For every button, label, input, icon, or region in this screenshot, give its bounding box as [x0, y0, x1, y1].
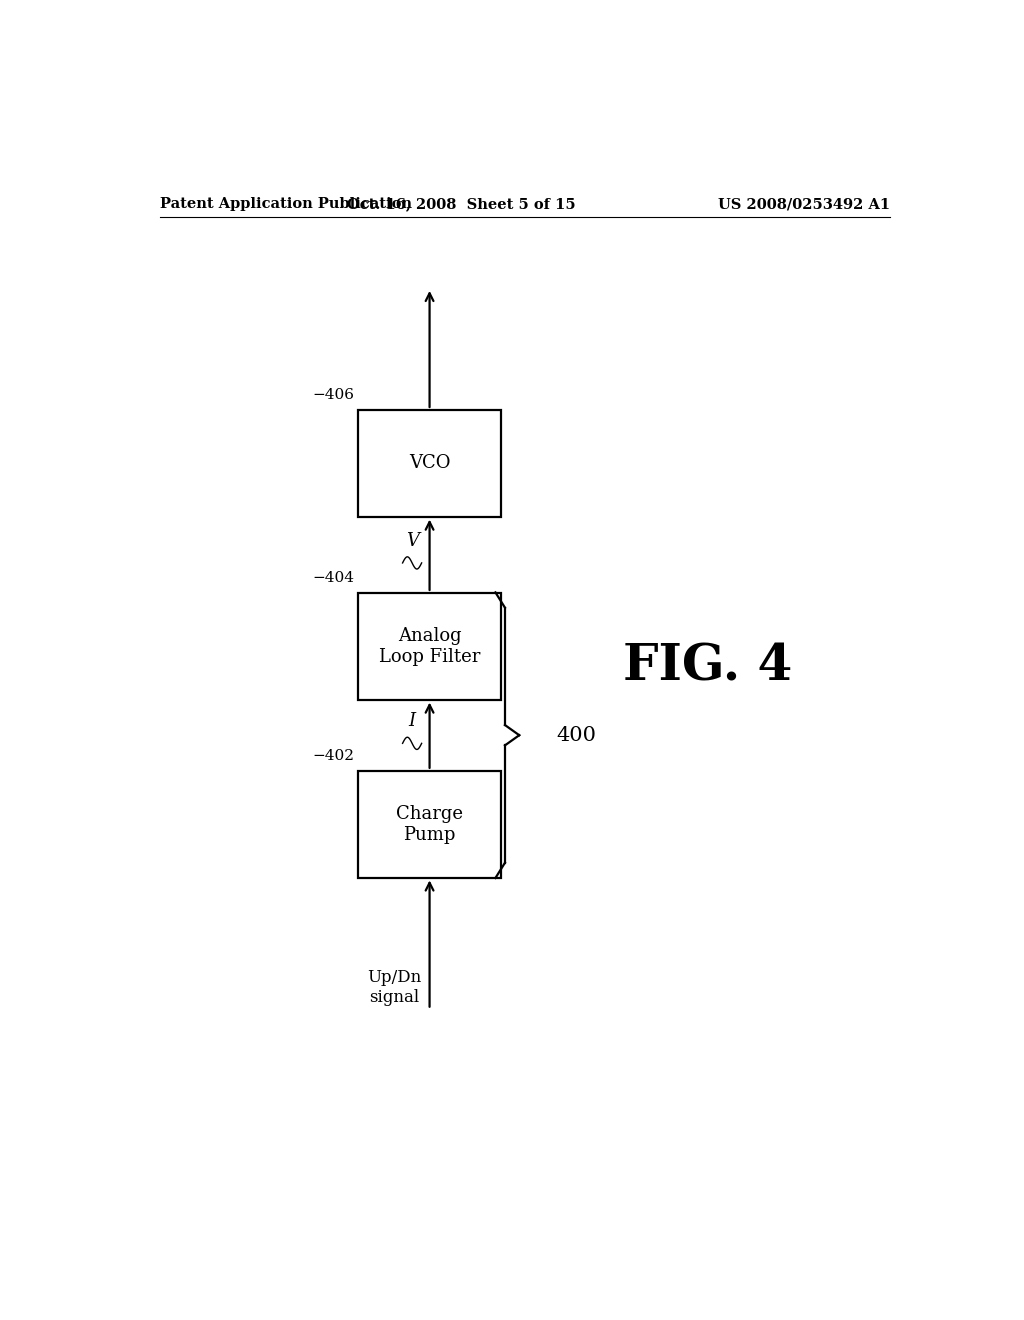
Text: I: I — [409, 711, 416, 730]
Text: Up/Dn
signal: Up/Dn signal — [367, 969, 421, 1006]
Text: FIG. 4: FIG. 4 — [623, 642, 792, 692]
Text: Patent Application Publication: Patent Application Publication — [160, 197, 412, 211]
Bar — [358, 411, 501, 516]
Text: −402: −402 — [312, 748, 354, 763]
Text: −406: −406 — [312, 388, 354, 401]
Text: Analog
Loop Filter: Analog Loop Filter — [379, 627, 480, 665]
Text: −404: −404 — [312, 570, 354, 585]
Text: Oct. 16, 2008  Sheet 5 of 15: Oct. 16, 2008 Sheet 5 of 15 — [347, 197, 575, 211]
Text: US 2008/0253492 A1: US 2008/0253492 A1 — [718, 197, 890, 211]
Text: Charge
Pump: Charge Pump — [396, 805, 463, 843]
Text: VCO: VCO — [409, 454, 451, 473]
Bar — [358, 593, 501, 700]
Text: V: V — [406, 532, 419, 549]
Text: 400: 400 — [557, 726, 597, 746]
Bar — [358, 771, 501, 878]
